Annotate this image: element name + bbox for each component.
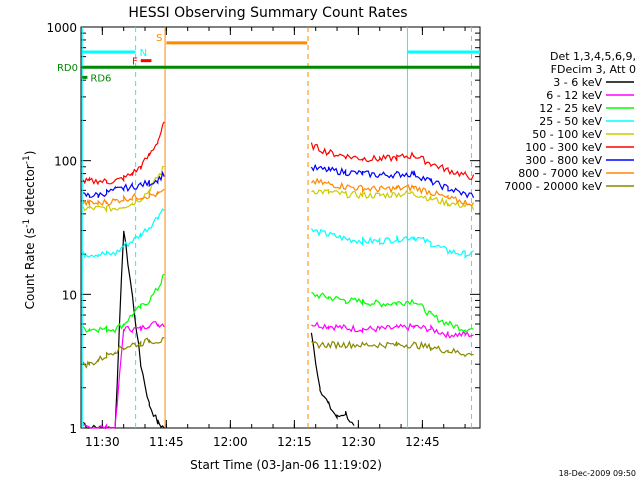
series-line <box>82 337 165 369</box>
legend-header: FDecim 3, Att 0 <box>551 63 636 76</box>
series-line <box>83 321 165 429</box>
series-line <box>82 273 165 334</box>
series-line <box>311 188 475 210</box>
legend-entry-label: 6 - 12 keV <box>546 89 602 102</box>
series-300-800keV <box>82 163 475 199</box>
series-line <box>82 208 165 258</box>
y-tick-label: 10 <box>62 288 77 302</box>
legend-entry-label: 800 - 7000 keV <box>518 167 602 180</box>
y-axis-label-part-1: Count Rate (s <box>23 228 37 310</box>
x-tick-label: 12:45 <box>405 435 440 449</box>
series-line <box>82 166 165 214</box>
plot-frame <box>80 26 481 429</box>
flag-label-s: S <box>156 33 162 44</box>
series-line <box>310 163 475 199</box>
series-line <box>311 291 474 334</box>
series-line <box>311 340 474 358</box>
series-line <box>310 142 475 181</box>
x-tick-label: 12:15 <box>277 435 312 449</box>
series-100-300keV <box>82 121 475 185</box>
y-axis-label-sup-1: -1 <box>22 219 32 228</box>
y-tick-label: 100 <box>54 155 77 169</box>
y-tick-label: 1 <box>69 422 77 436</box>
legend-entry-label: 100 - 300 keV <box>525 141 602 154</box>
legend-entry-label: 300 - 800 keV <box>525 154 602 167</box>
y-axis-label-sup-2: -1 <box>22 155 32 164</box>
legend-entry-label: 7000 - 20000 keV <box>504 180 602 193</box>
y-axis-label-part-2: detector <box>23 164 37 219</box>
legend-entry-label: 50 - 100 keV <box>532 128 602 141</box>
chart-title: HESSI Observing Summary Count Rates <box>128 5 407 21</box>
series-line <box>82 188 165 207</box>
y-axis-label-part-3: ) <box>23 151 37 156</box>
flag-label-rd6: RD6 <box>90 73 111 84</box>
series-line <box>310 332 355 426</box>
legend: Det 1,3,4,5,6,9,FDecim 3, Att 03 - 6 keV… <box>504 50 636 193</box>
series-50-100keV <box>82 166 475 214</box>
series-line <box>310 177 475 207</box>
x-tick-label: 12:00 <box>213 435 248 449</box>
x-axis-label: Start Time (03-Jan-06 11:19:02) <box>190 458 382 472</box>
x-tick-label: 11:30 <box>85 435 120 449</box>
legend-entry-label: 25 - 50 keV <box>539 115 602 128</box>
series-line <box>311 321 474 339</box>
y-axis-label: Count Rate (s-1 detector-1) <box>22 151 37 310</box>
footer-timestamp: 18-Dec-2009 09:50 <box>559 469 636 478</box>
legend-header: Det 1,3,4,5,6,9, <box>550 50 636 63</box>
flag-label-rd0: RD0 <box>57 63 78 74</box>
x-tick-label: 11:45 <box>149 435 184 449</box>
series-7000-20000keV <box>82 337 474 369</box>
series-800-7000keV <box>82 177 475 207</box>
legend-entry-label: 3 - 6 keV <box>553 76 602 89</box>
x-tick-label: 12:30 <box>341 435 376 449</box>
flag-label-n: N <box>140 48 147 59</box>
series-12-25keV <box>82 273 474 334</box>
series-line <box>82 170 165 199</box>
legend-entry-label: 12 - 25 keV <box>539 102 602 115</box>
series-line <box>82 121 165 185</box>
plot-area: 1 10 100 1000 11:30 11:45 12:00 12:15 12:30 12:45… <box>46 21 481 449</box>
series-25-50keV <box>82 208 474 259</box>
y-tick-label: 1000 <box>46 21 77 35</box>
series-6-12keV <box>83 321 474 429</box>
flag-label-f: F <box>132 57 138 68</box>
series-line <box>310 228 474 259</box>
